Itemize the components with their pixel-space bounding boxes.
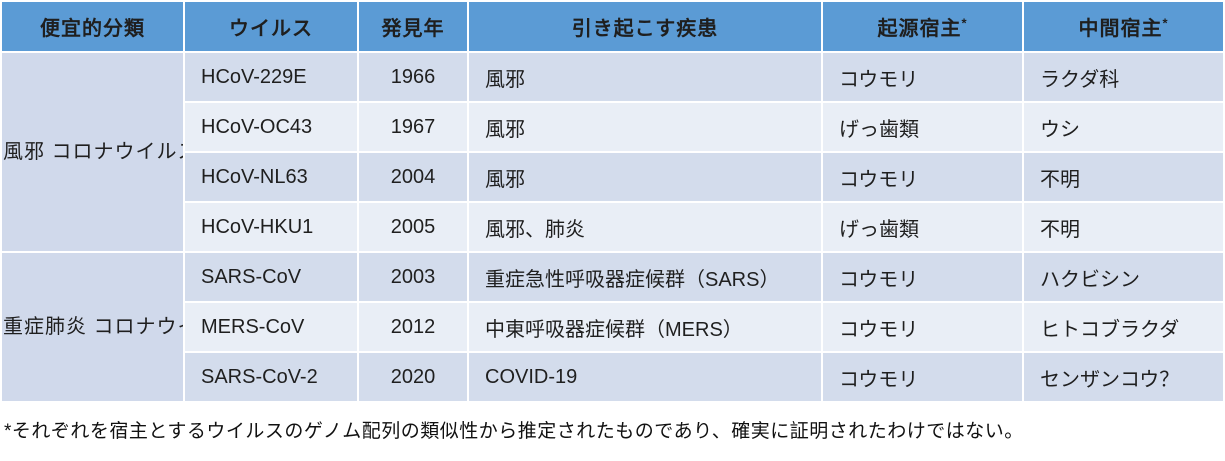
year-cell: 2012	[359, 303, 467, 351]
column-header-classification: 便宜的分類	[2, 2, 183, 51]
intermediate-host-cell: ラクダ科	[1024, 53, 1223, 101]
column-header-label: 起源宿主	[877, 18, 962, 40]
intermediate-host-cell: センザンコウ？	[1024, 353, 1223, 401]
disease-cell: 風邪	[469, 153, 821, 201]
table-row: HCoV-HKU1 2005 風邪、肺炎 げっ歯類 不明	[2, 203, 1223, 251]
column-header-label: 便宜的分類	[40, 18, 145, 40]
table-row: 風邪 コロナウイルス HCoV-229E 1966 風邪 コウモリ ラクダ科	[2, 53, 1223, 251]
origin-host-cell: げっ歯類	[823, 203, 1022, 251]
column-header-label: ウイルス	[229, 18, 313, 40]
column-header-intermediate-host: 中間宿主*	[1024, 2, 1223, 51]
disease-cell: 中東呼吸器症候群（MERS）	[469, 303, 821, 351]
column-header-origin-host: 起源宿主*	[823, 2, 1022, 51]
coronavirus-table: 便宜的分類 ウイルス 発見年 引き起こす疾患 起源宿主* 中間宿主* 風邪 コロ…	[0, 0, 1225, 403]
column-header-year: 発見年	[359, 2, 467, 51]
column-header-label: 発見年	[381, 18, 445, 40]
disease-cell: 風邪	[469, 103, 821, 151]
virus-cell: MERS-CoV	[185, 303, 357, 351]
origin-host-cell: コウモリ	[823, 153, 1022, 201]
intermediate-host-cell: ヒトコブラクダ	[1024, 303, 1223, 351]
year-cell: 2020	[359, 353, 467, 401]
intermediate-host-cell: ウシ	[1024, 103, 1223, 151]
column-header-label: 中間宿主	[1078, 18, 1163, 40]
header-row: 便宜的分類 ウイルス 発見年 引き起こす疾患 起源宿主* 中間宿主*	[2, 2, 1223, 51]
footnote: *それぞれを宿主とするウイルスのゲノム配列の類似性から推定されたものであり、確実…	[4, 421, 1024, 442]
virus-cell: HCoV-NL63	[185, 153, 357, 201]
intermediate-host-cell: 不明	[1024, 153, 1223, 201]
origin-host-cell: コウモリ	[823, 353, 1022, 401]
origin-host-cell: げっ歯類	[823, 103, 1022, 151]
table-row: MERS-CoV 2012 中東呼吸器症候群（MERS） コウモリ ヒトコブラク…	[2, 303, 1223, 351]
virus-cell: HCoV-OC43	[185, 103, 357, 151]
column-header-virus: ウイルス	[185, 2, 357, 51]
origin-host-cell: コウモリ	[823, 53, 1022, 101]
origin-host-cell: コウモリ	[823, 253, 1022, 301]
virus-cell: SARS-CoV	[185, 253, 357, 301]
disease-cell: 風邪、肺炎	[469, 203, 821, 251]
intermediate-host-cell: 不明	[1024, 203, 1223, 251]
virus-cell: SARS-CoV-2	[185, 353, 357, 401]
year-cell: 2005	[359, 203, 467, 251]
year-cell: 1967	[359, 103, 467, 151]
year-cell: 1966	[359, 53, 467, 101]
table-row: SARS-CoV-2 2020 COVID-19 コウモリ センザンコウ？	[2, 353, 1223, 401]
year-cell: 2004	[359, 153, 467, 201]
year-cell: 2003	[359, 253, 467, 301]
column-header-label: 引き起こす疾患	[571, 18, 719, 40]
virus-cell: HCoV-HKU1	[185, 203, 357, 251]
disease-cell: 重症急性呼吸器症候群（SARS）	[469, 253, 821, 301]
disease-cell: 風邪	[469, 53, 821, 101]
origin-host-cell: コウモリ	[823, 303, 1022, 351]
table-row: 重症肺炎 コロナウイルス SARS-CoV 2003 重症急性呼吸器症候群（SA…	[2, 253, 1223, 401]
virus-cell: HCoV-229E	[185, 53, 357, 101]
disease-cell: COVID-19	[469, 353, 821, 401]
column-header-asterisk: *	[1162, 15, 1169, 31]
table-row: HCoV-OC43 1967 風邪 げっ歯類 ウシ	[2, 103, 1223, 151]
table-row: HCoV-NL63 2004 風邪 コウモリ 不明	[2, 153, 1223, 201]
column-header-disease: 引き起こす疾患	[469, 2, 821, 51]
intermediate-host-cell: ハクビシン	[1024, 253, 1223, 301]
group-cell-cold-coronavirus: 風邪 コロナウイルス	[2, 53, 183, 251]
group-cell-severe-pneumonia-coronavirus: 重症肺炎 コロナウイルス	[2, 253, 183, 401]
column-header-asterisk: *	[961, 15, 968, 31]
